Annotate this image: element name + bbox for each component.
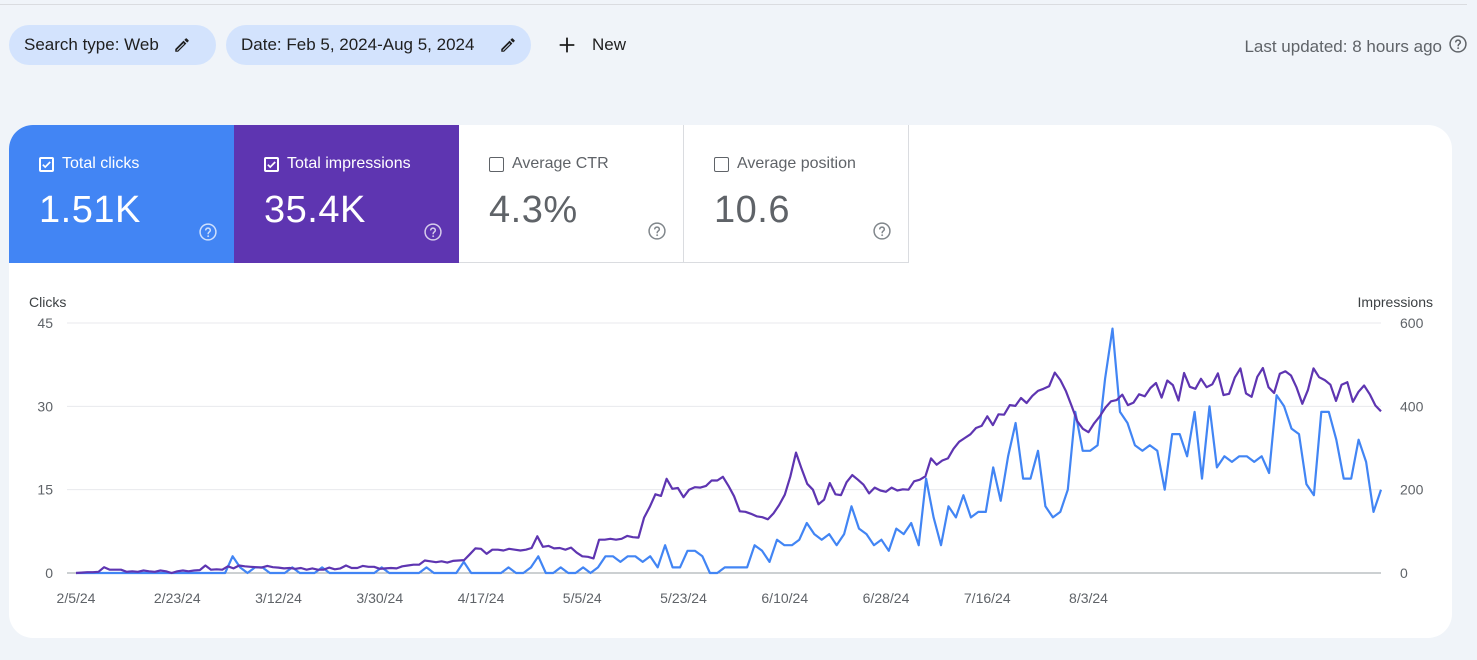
y-left-tick-label: 0 (45, 565, 53, 581)
top-divider (0, 4, 1467, 5)
y-left-tick-label: 45 (37, 315, 53, 331)
last-updated-text: Last updated: 8 hours ago (1244, 36, 1442, 56)
help-circle-icon[interactable] (1448, 34, 1468, 59)
date-range-filter-chip[interactable]: Date: Feb 5, 2024-Aug 5, 2024 (226, 25, 531, 65)
edit-pencil-icon (499, 36, 517, 54)
help-circle-icon[interactable] (872, 221, 892, 246)
last-updated-status: Last updated: 8 hours ago (1244, 34, 1468, 59)
metric-tile-total-clicks[interactable]: Total clicks 1.51K (9, 125, 234, 263)
x-tick-label: 8/3/24 (1069, 590, 1108, 606)
x-tick-label: 5/5/24 (563, 590, 602, 606)
line-chart-svg: 0 15 30 45 0 200 400 600 2/5/24 2/23/24 3/12/24 3/3… (29, 294, 1433, 606)
plus-icon (559, 37, 575, 53)
metric-label: Average position (737, 155, 856, 172)
x-tick-label: 6/10/24 (761, 590, 808, 606)
checkbox-unchecked-icon[interactable] (489, 156, 504, 172)
metric-tile-average-ctr[interactable]: Average CTR 4.3% (459, 125, 684, 263)
new-filter-label: New (592, 35, 627, 54)
date-range-label: Date: Feb 5, 2024-Aug 5, 2024 (241, 35, 475, 54)
performance-card: Total clicks 1.51K Total impressions 35.… (9, 125, 1452, 638)
x-tick-label: 4/17/24 (458, 590, 505, 606)
x-tick-label: 5/23/24 (660, 590, 707, 606)
help-circle-icon[interactable] (423, 222, 443, 247)
y-right-tick-label: 0 (1400, 565, 1408, 581)
metric-tile-total-impressions[interactable]: Total impressions 35.4K (234, 125, 459, 263)
metric-label: Total clicks (62, 155, 140, 172)
checkbox-unchecked-icon[interactable] (714, 156, 729, 172)
x-tick-label: 6/28/24 (863, 590, 910, 606)
y-left-tick-label: 15 (37, 482, 53, 498)
metric-value: 35.4K (264, 189, 366, 231)
edit-pencil-icon (173, 36, 191, 54)
checkbox-checked-icon[interactable] (39, 156, 54, 172)
y-left-tick-label: 30 (37, 398, 53, 414)
series-line-clicks (76, 327, 1383, 575)
series-line-impressions (75, 366, 1382, 575)
y-right-tick-label: 200 (1400, 482, 1424, 498)
help-circle-icon[interactable] (198, 222, 218, 247)
metric-value: 10.6 (714, 189, 790, 231)
performance-chart: 0 15 30 45 0 200 400 600 2/5/24 2/23/24 3/12/24 3/3… (9, 290, 1452, 610)
x-tick-label: 2/23/24 (154, 590, 201, 606)
y-right-tick-label: 600 (1400, 315, 1424, 331)
metric-value: 1.51K (39, 189, 141, 231)
y-right-tick-label: 400 (1400, 398, 1424, 414)
x-tick-label: 7/16/24 (964, 590, 1011, 606)
x-tick-label: 3/30/24 (356, 590, 403, 606)
new-filter-button[interactable]: New (548, 25, 634, 65)
checkbox-checked-icon[interactable] (264, 156, 279, 172)
metric-label: Total impressions (287, 155, 411, 172)
metric-tile-average-position[interactable]: Average position 10.6 (684, 125, 909, 263)
metric-value: 4.3% (489, 189, 578, 231)
x-tick-label: 3/12/24 (255, 590, 302, 606)
search-type-filter-chip[interactable]: Search type: Web (9, 25, 216, 65)
x-tick-label: 2/5/24 (57, 590, 96, 606)
y-axis-left-label: Clicks (29, 294, 66, 310)
help-circle-icon[interactable] (647, 221, 667, 246)
y-axis-right-label: Impressions (1358, 294, 1433, 310)
metric-label: Average CTR (512, 155, 609, 172)
search-type-label: Search type: Web (24, 35, 159, 54)
